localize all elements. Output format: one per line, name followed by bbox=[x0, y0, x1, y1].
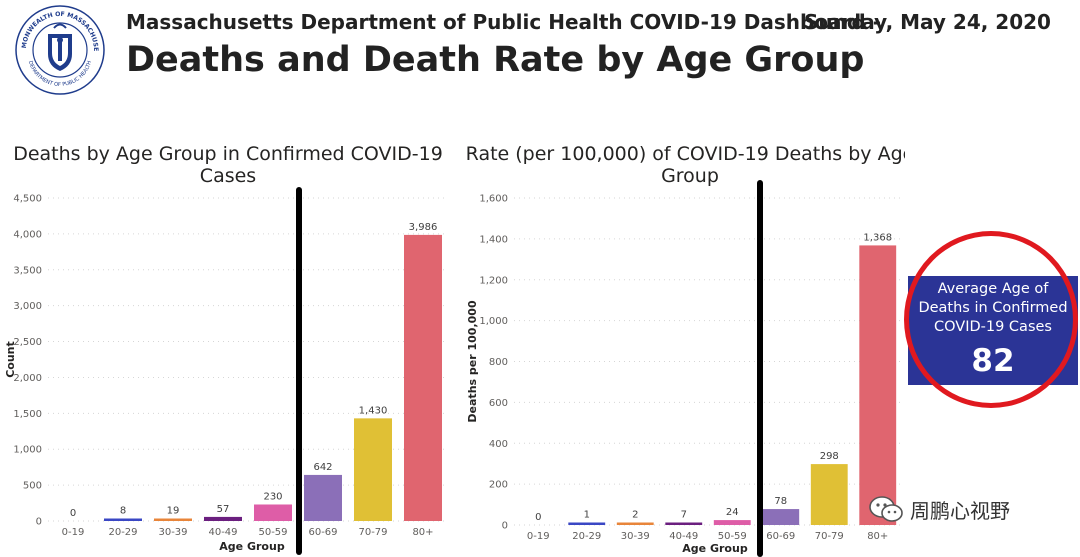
report-date: Sunday, May 24, 2020 bbox=[804, 10, 1051, 34]
right-divider-line bbox=[757, 180, 763, 557]
left-divider-line bbox=[296, 187, 302, 555]
x-tick-label: 60-69 bbox=[766, 531, 795, 542]
data-label: 7 bbox=[681, 510, 687, 521]
y-tick-label: 800 bbox=[489, 357, 508, 368]
bar-30-39 bbox=[616, 522, 654, 525]
data-label: 3,986 bbox=[409, 222, 438, 233]
y-tick-label: 1,600 bbox=[479, 194, 508, 205]
x-axis-label: Age Group bbox=[682, 542, 748, 555]
data-label: 230 bbox=[263, 491, 282, 502]
data-label: 8 bbox=[120, 506, 126, 517]
chart-title-line: Cases bbox=[200, 165, 256, 187]
y-tick-label: 0 bbox=[36, 517, 42, 528]
death-rate-by-age-chart: Rate (per 100,000) of COVID-19 Deaths by… bbox=[466, 143, 905, 555]
y-tick-label: 200 bbox=[489, 480, 508, 491]
bar-80+ bbox=[859, 245, 897, 525]
bar-20-29 bbox=[104, 518, 142, 521]
data-label: 642 bbox=[313, 462, 332, 473]
y-tick-label: 1,400 bbox=[479, 234, 508, 245]
watermark: 周鹏心视野 bbox=[868, 494, 1010, 524]
x-tick-label: 0-19 bbox=[527, 531, 550, 542]
x-tick-label: 0-19 bbox=[62, 527, 85, 538]
y-tick-label: 1,000 bbox=[13, 445, 42, 456]
x-tick-label: 80+ bbox=[412, 527, 433, 538]
bar-40-49 bbox=[204, 516, 242, 521]
data-label: 57 bbox=[217, 504, 230, 515]
x-tick-label: 30-39 bbox=[621, 531, 650, 542]
bar-50-59 bbox=[254, 504, 292, 521]
wechat-icon bbox=[869, 496, 903, 522]
ma-dph-seal-logo: COMMONWEALTH OF MASSACHUSETTS DEPARTMENT… bbox=[14, 4, 105, 95]
bar-40-49 bbox=[665, 522, 703, 525]
x-tick-label: 50-59 bbox=[718, 531, 747, 542]
x-axis-label: Age Group bbox=[219, 540, 285, 553]
y-tick-label: 2,500 bbox=[13, 337, 42, 348]
y-tick-label: 0 bbox=[502, 521, 508, 532]
page-title: Deaths and Death Rate by Age Group bbox=[126, 40, 865, 80]
y-tick-label: 3,500 bbox=[13, 265, 42, 276]
bar-80+ bbox=[404, 234, 442, 521]
y-tick-label: 400 bbox=[489, 439, 508, 450]
data-label: 78 bbox=[774, 496, 787, 507]
chart-title-line: Deaths by Age Group in Confirmed COVID-1… bbox=[13, 143, 443, 165]
x-tick-label: 80+ bbox=[867, 531, 888, 542]
highlight-ring bbox=[904, 231, 1078, 408]
chart-title-line: Rate (per 100,000) of COVID-19 Deaths by… bbox=[466, 143, 905, 165]
data-label: 1 bbox=[584, 510, 590, 521]
x-tick-label: 40-49 bbox=[208, 527, 237, 538]
x-tick-label: 70-79 bbox=[358, 527, 387, 538]
data-label: 0 bbox=[70, 508, 76, 519]
y-tick-label: 1,000 bbox=[479, 316, 508, 327]
y-axis-label: Count bbox=[4, 341, 17, 378]
bar-60-69 bbox=[304, 474, 342, 521]
y-tick-label: 4,000 bbox=[13, 229, 42, 240]
x-tick-label: 30-39 bbox=[158, 527, 187, 538]
y-tick-label: 4,500 bbox=[13, 194, 42, 205]
chart-title-line: Group bbox=[661, 165, 719, 187]
y-tick-label: 500 bbox=[23, 481, 42, 492]
deaths-by-age-chart: Deaths by Age Group in Confirmed COVID-1… bbox=[4, 143, 448, 553]
y-tick-label: 1,200 bbox=[479, 275, 508, 286]
dashboard-subtitle: Massachusetts Department of Public Healt… bbox=[126, 10, 881, 34]
x-tick-label: 20-29 bbox=[572, 531, 601, 542]
x-tick-label: 50-59 bbox=[258, 527, 287, 538]
bar-70-79 bbox=[354, 418, 392, 521]
data-label: 24 bbox=[726, 507, 739, 518]
bar-30-39 bbox=[154, 518, 192, 521]
y-tick-label: 2,000 bbox=[13, 373, 42, 384]
x-tick-label: 40-49 bbox=[669, 531, 698, 542]
bar-70-79 bbox=[810, 464, 848, 525]
x-tick-label: 60-69 bbox=[308, 527, 337, 538]
data-label: 1,430 bbox=[359, 405, 388, 416]
data-label: 298 bbox=[820, 451, 839, 462]
data-label: 2 bbox=[632, 510, 638, 521]
y-tick-label: 600 bbox=[489, 398, 508, 409]
bar-60-69 bbox=[762, 509, 800, 525]
data-label: 19 bbox=[167, 506, 180, 517]
y-tick-label: 1,500 bbox=[13, 409, 42, 420]
y-axis-label: Deaths per 100,000 bbox=[466, 300, 479, 423]
bar-50-59 bbox=[713, 520, 751, 525]
y-tick-label: 3,000 bbox=[13, 301, 42, 312]
watermark-text: 周鹏心视野 bbox=[910, 498, 1010, 523]
x-tick-label: 70-79 bbox=[815, 531, 844, 542]
bar-20-29 bbox=[568, 522, 606, 525]
data-label: 1,368 bbox=[863, 232, 892, 243]
x-tick-label: 20-29 bbox=[108, 527, 137, 538]
data-label: 0 bbox=[535, 512, 541, 523]
